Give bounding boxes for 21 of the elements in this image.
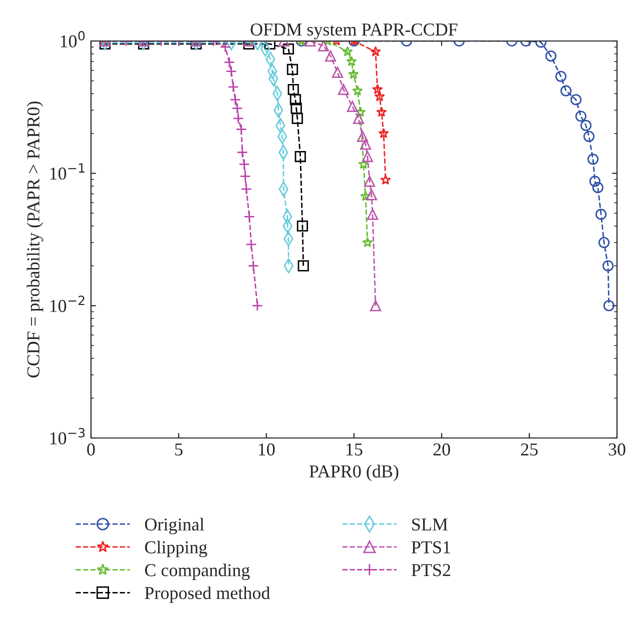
y-tick-label: 10$^{−2}$ (50, 296, 84, 312)
x-tick-label: 10 (258, 443, 275, 456)
x-tick-label: 25 (521, 443, 538, 456)
x-tick-label: 30 (608, 443, 626, 456)
y-tick-label: 10$^{−1}$ (50, 163, 84, 180)
legend-label: C companding (145, 564, 250, 580)
legend-label: SLM (412, 518, 448, 531)
legend-label: Clipping (145, 540, 208, 558)
x-tick-label: 5 (175, 444, 182, 456)
x-tick-label: 20 (433, 443, 450, 456)
x-tick-label: 0 (87, 443, 95, 456)
legend-label: PTS2 (412, 564, 450, 576)
x-axis-title: PAPR0 (dB) (309, 464, 398, 482)
y-tick-label: 10$^{0}$ (60, 30, 85, 48)
legend-label: PTS1 (412, 541, 450, 554)
y-tick-label: 10$^{−3}$ (50, 428, 85, 444)
chart-title: OFDM system PAPR-CCDF (250, 23, 458, 40)
legend-label: Proposed method (144, 586, 270, 603)
x-tick-label: 15 (346, 443, 362, 456)
y-axis-title: CCDF = probability (PAPR > PAPR0) (26, 102, 44, 378)
legend-label: Original (145, 518, 204, 534)
